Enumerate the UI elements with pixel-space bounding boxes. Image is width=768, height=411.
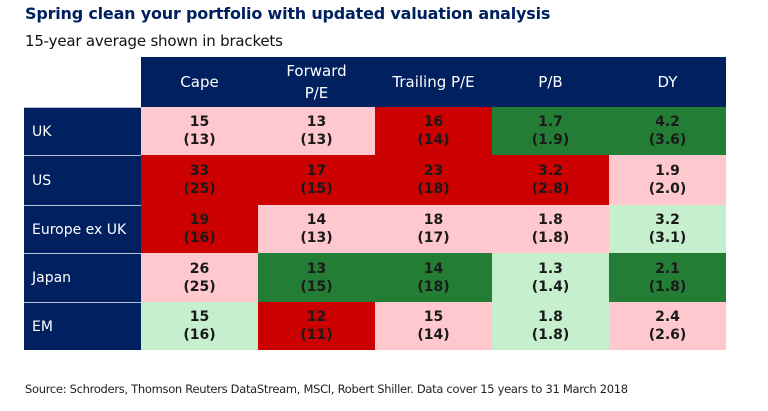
average-value: (14) (417, 327, 450, 343)
current-value: 17 (306, 163, 327, 179)
current-value: 13 (306, 114, 327, 130)
average-value: (1.4) (531, 278, 570, 295)
table-cell: 17 (15) (258, 155, 375, 205)
average-value: (16) (183, 327, 216, 343)
table-cell: 26 (25) (141, 253, 258, 302)
average-value: (1.8) (648, 278, 687, 295)
table-cell: 1.9 (2.0) (609, 155, 726, 205)
current-value: 13 (306, 260, 327, 277)
column-header: DY (609, 57, 726, 107)
table-cell: 1.8 (1.8) (492, 205, 609, 253)
current-value: 15 (423, 309, 444, 325)
current-value: 2.4 (655, 309, 680, 325)
average-value: (3.1) (648, 230, 687, 246)
table-cell: 15 (13) (141, 107, 258, 155)
average-value: (17) (417, 230, 450, 246)
table-cell: 1.3 (1.4) (492, 253, 609, 302)
column-header: Cape (141, 57, 258, 107)
current-value: 14 (306, 212, 327, 228)
current-value: 14 (423, 260, 444, 277)
average-value: (14) (417, 132, 450, 148)
table-cell: 1.7 (1.9) (492, 107, 609, 155)
current-value: 15 (189, 114, 210, 130)
table-cell: 2.4 (2.6) (609, 302, 726, 350)
table-cell: 23 (18) (375, 155, 492, 205)
current-value: 1.9 (655, 163, 680, 179)
table-cell: 1.8 (1.8) (492, 302, 609, 350)
average-value: (15) (300, 181, 333, 197)
average-value: (2.0) (648, 181, 687, 197)
table-cell: 15 (16) (141, 302, 258, 350)
table-cell: 19 (16) (141, 205, 258, 253)
table-cell: 13 (13) (258, 107, 375, 155)
average-value: (16) (183, 230, 216, 246)
current-value: 15 (189, 309, 210, 325)
current-value: 4.2 (655, 114, 680, 130)
row-label: Japan (24, 253, 141, 302)
average-value: (11) (300, 327, 333, 343)
table-cell: 12 (11) (258, 302, 375, 350)
current-value: 16 (423, 114, 444, 130)
average-value: (1.8) (531, 230, 570, 246)
table-cell: 14 (13) (258, 205, 375, 253)
average-value: (2.8) (531, 181, 570, 197)
current-value: 12 (306, 309, 327, 325)
row-label: UK (24, 107, 141, 155)
average-value: (1.9) (531, 132, 570, 148)
current-value: 2.1 (655, 260, 680, 277)
table-cell: 14 (18) (375, 253, 492, 302)
average-value: (25) (183, 181, 216, 197)
current-value: 26 (189, 260, 210, 277)
current-value: 19 (189, 212, 210, 228)
current-value: 1.7 (538, 114, 563, 130)
table-cell: 4.2 (3.6) (609, 107, 726, 155)
table-cell: 18 (17) (375, 205, 492, 253)
table-cell: 16 (14) (375, 107, 492, 155)
table-cell: 2.1 (1.8) (609, 253, 726, 302)
row-label: EM (24, 302, 141, 350)
current-value: 1.8 (538, 212, 563, 228)
average-value: (13) (300, 132, 333, 148)
chart-subtitle: 15-year average shown in brackets (25, 32, 283, 50)
current-value: 1.3 (538, 260, 563, 277)
chart-title: Spring clean your portfolio with updated… (25, 4, 551, 23)
current-value: 3.2 (655, 212, 680, 228)
average-value: (2.6) (648, 327, 687, 343)
table-cell: 3.2 (2.8) (492, 155, 609, 205)
column-header: Forward P/E (258, 57, 375, 107)
current-value: 33 (189, 163, 210, 179)
table-cell: 33 (25) (141, 155, 258, 205)
row-label: Europe ex UK (24, 205, 141, 253)
current-value: 3.2 (538, 163, 563, 179)
average-value: (3.6) (648, 132, 687, 148)
average-value: (1.8) (531, 327, 570, 343)
current-value: 1.8 (538, 309, 563, 325)
average-value: (13) (183, 132, 216, 148)
source-note: Source: Schroders, Thomson Reuters DataS… (25, 382, 628, 396)
table-cell: 13 (15) (258, 253, 375, 302)
average-value: (13) (300, 230, 333, 246)
average-value: (18) (417, 181, 450, 197)
current-value: 18 (423, 212, 444, 228)
column-header: P/B (492, 57, 609, 107)
column-header: Trailing P/E (375, 57, 492, 107)
table-cell: 3.2 (3.1) (609, 205, 726, 253)
average-value: (15) (300, 278, 333, 295)
table-cell: 15 (14) (375, 302, 492, 350)
current-value: 23 (423, 163, 444, 179)
average-value: (18) (417, 278, 450, 295)
average-value: (25) (183, 278, 216, 295)
row-label: US (24, 155, 141, 205)
